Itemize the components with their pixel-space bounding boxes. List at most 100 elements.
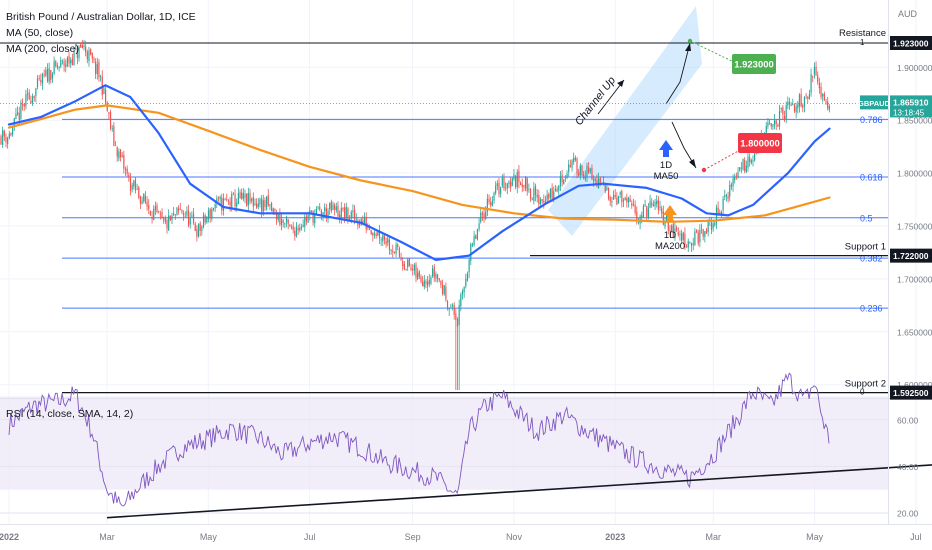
x-tick-label: Jul: [304, 532, 316, 542]
candle: [523, 184, 525, 192]
candle: [148, 199, 150, 214]
candle: [797, 100, 799, 114]
candle: [100, 74, 102, 82]
fib-label: 0.786: [860, 115, 883, 125]
candle: [493, 191, 495, 204]
candle: [41, 72, 44, 90]
candle: [413, 262, 415, 276]
candle: [820, 82, 822, 100]
candle: [103, 87, 105, 95]
candle: [0, 134, 2, 145]
candle: [448, 307, 450, 317]
candle: [456, 316, 459, 390]
candle: [606, 184, 608, 191]
candle: [581, 164, 583, 176]
candle: [427, 275, 429, 292]
candle: [345, 202, 347, 221]
candle: [538, 189, 540, 208]
candle: [370, 229, 372, 235]
candle: [329, 202, 331, 215]
candle: [168, 209, 170, 231]
candle: [144, 191, 147, 205]
candle: [722, 196, 724, 215]
time-axis[interactable]: 2022MarMayJulSepNov2023MarMayJulSep: [0, 532, 932, 542]
candle: [621, 189, 623, 208]
candle: [579, 163, 581, 180]
candle: [642, 204, 645, 219]
candle: [66, 56, 68, 68]
candle: [317, 205, 319, 210]
candle: [787, 96, 789, 110]
candle: [17, 106, 19, 116]
candle: [798, 93, 801, 113]
candle: [249, 188, 251, 205]
candle: [777, 123, 779, 128]
candle: [671, 224, 673, 232]
rsi-gridlines: [0, 419, 888, 514]
projection-up-arrow: [665, 42, 691, 105]
candle: [247, 187, 249, 212]
symbol-badge: [860, 95, 888, 110]
candle: [651, 198, 653, 208]
candle: [35, 87, 37, 103]
candle: [559, 170, 562, 192]
candle: [827, 96, 829, 111]
price-axis[interactable]: 1.900000 1.850000 1.800000 1.750000 1.700000…: [897, 63, 932, 390]
candle: [314, 209, 316, 228]
candle: [241, 188, 243, 200]
candle: [50, 69, 52, 84]
candle: [330, 199, 332, 214]
svg-text:1.592500: 1.592500: [893, 388, 929, 398]
candle: [609, 195, 611, 207]
rsi-trendline-path: [106, 464, 932, 519]
candle: [61, 59, 64, 65]
x-tick-label: Mar: [706, 532, 722, 542]
candle: [382, 233, 384, 246]
candle: [279, 208, 281, 227]
candle: [186, 206, 188, 218]
candle: [53, 56, 55, 76]
candle: [619, 191, 621, 198]
candle: [81, 40, 83, 49]
candle: [83, 39, 85, 51]
candle: [217, 196, 220, 202]
svg-text:1.722000: 1.722000: [893, 251, 929, 261]
candle: [388, 236, 391, 255]
candle: [687, 238, 689, 252]
candle: [292, 221, 294, 234]
candle: [20, 99, 22, 121]
candle: [654, 198, 656, 210]
candle: [171, 212, 173, 224]
candle: [221, 193, 223, 216]
candle: [287, 219, 289, 230]
candle: [375, 231, 377, 239]
rsi-axis[interactable]: 60.00 40.00 20.00: [897, 415, 919, 518]
candle: [526, 177, 528, 196]
candle: [466, 271, 469, 282]
candle: [118, 148, 120, 162]
candle: [15, 107, 17, 120]
candle: [222, 193, 225, 216]
candle: [521, 178, 523, 193]
candle: [455, 308, 457, 390]
candle: [169, 215, 171, 222]
candle: [768, 118, 771, 125]
candle: [154, 201, 156, 216]
candle: [412, 264, 414, 276]
ma200-arrow-icon: [663, 205, 677, 222]
candle: [611, 196, 613, 208]
candle: [529, 188, 532, 202]
candle: [783, 110, 786, 122]
rsi-pane[interactable]: [0, 372, 932, 519]
candle: [558, 184, 560, 196]
candle: [156, 202, 158, 214]
candle: [264, 197, 266, 212]
support-1-label: Support 1: [845, 242, 886, 253]
candle: [300, 223, 303, 231]
candle: [129, 172, 132, 196]
candle: [284, 222, 286, 229]
candle: [71, 53, 73, 66]
